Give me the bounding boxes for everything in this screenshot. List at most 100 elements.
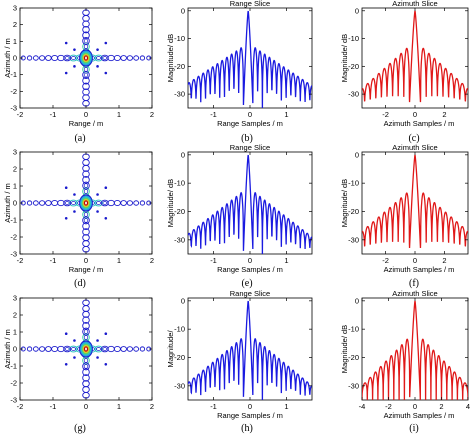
y-tick-label: -20 bbox=[174, 207, 185, 216]
range-sidelobe bbox=[45, 55, 52, 61]
panel-caption: (c) bbox=[408, 133, 419, 144]
range-sidelobe bbox=[133, 55, 140, 61]
y-axis-label: Magnitude/ dB bbox=[166, 179, 175, 227]
y-tick-label: -30 bbox=[174, 381, 185, 390]
x-tick-label: 2 bbox=[442, 256, 446, 265]
main-lobe-contour bbox=[81, 52, 91, 64]
y-tick-label: 1 bbox=[13, 328, 17, 337]
series-line bbox=[188, 10, 312, 108]
series-line bbox=[188, 154, 312, 254]
azimuth-sidelobe bbox=[82, 368, 90, 376]
x-axis-label: Range Samples / m bbox=[217, 119, 283, 128]
x-tick-label: -2 bbox=[385, 402, 392, 411]
x-tick-label: 2 bbox=[150, 256, 154, 265]
y-tick-label: 0 bbox=[13, 54, 17, 63]
x-tick-label: -1 bbox=[210, 256, 217, 265]
range-sidelobe bbox=[69, 199, 78, 207]
x-tick-label: 0 bbox=[248, 110, 252, 119]
range-sidelobe bbox=[63, 54, 72, 62]
range-sidelobe bbox=[32, 200, 39, 206]
range-sidelobe-inner bbox=[71, 56, 76, 60]
azimuth-sidelobe bbox=[82, 170, 90, 178]
azimuth-sidelobe bbox=[82, 76, 90, 85]
cross-sidelobe bbox=[96, 339, 99, 342]
x-tick-label: 1 bbox=[284, 402, 288, 411]
range-sidelobe bbox=[126, 346, 133, 352]
x-tick-label: 0 bbox=[248, 402, 252, 411]
y-tick-label: -1 bbox=[10, 216, 17, 225]
x-tick-label: -1 bbox=[50, 256, 57, 265]
x-tick-label: -2 bbox=[382, 256, 389, 265]
range-sidelobe bbox=[69, 345, 78, 353]
cross-sidelobe bbox=[64, 363, 68, 366]
range-sidelobe bbox=[39, 346, 46, 352]
y-tick-label: 2 bbox=[13, 165, 17, 174]
main-lobe-contour bbox=[80, 195, 92, 211]
y-tick-label: 1 bbox=[13, 37, 17, 46]
peak-center bbox=[84, 200, 88, 206]
chart-title: Azimuth Slice bbox=[392, 143, 437, 152]
range-sidelobe bbox=[26, 55, 33, 61]
range-sidelobe bbox=[120, 346, 127, 352]
main-lobe-contour bbox=[80, 341, 92, 357]
range-sidelobe-inner bbox=[96, 201, 101, 205]
range-sidelobe bbox=[139, 200, 146, 206]
y-tick-label: 0 bbox=[355, 150, 359, 159]
y-tick-label: -3 bbox=[10, 104, 17, 113]
y-tick-label: 0 bbox=[181, 296, 185, 305]
y-tick-label: -1 bbox=[10, 362, 17, 371]
range-sidelobe-inner bbox=[96, 347, 101, 351]
range-sidelobe bbox=[63, 199, 72, 207]
x-tick-label: 4 bbox=[466, 402, 470, 411]
cross-sidelobe bbox=[104, 71, 108, 75]
range-sidelobe bbox=[26, 200, 33, 206]
cross-sidelobe bbox=[64, 41, 68, 45]
y-axis-label: Azimuth / m bbox=[3, 183, 12, 223]
range-sidelobe bbox=[100, 54, 109, 62]
range-sidelobe bbox=[139, 55, 146, 61]
main-lobe-contour bbox=[80, 342, 92, 356]
azimuth-sidelobe bbox=[82, 82, 90, 91]
y-tick-label: 0 bbox=[13, 345, 17, 354]
x-tick-label: -2 bbox=[382, 110, 389, 119]
range-sidelobe bbox=[133, 200, 140, 206]
y-tick-label: 2 bbox=[13, 20, 17, 29]
cross-sidelobe bbox=[96, 48, 99, 51]
cross-sidelobe bbox=[64, 186, 68, 189]
range-sidelobe bbox=[100, 199, 109, 207]
range-sidelobe-inner bbox=[64, 201, 70, 205]
x-axis-label: Azimuth Samples / m bbox=[384, 119, 455, 128]
x-tick-label: -1 bbox=[210, 110, 217, 119]
range-sidelobe bbox=[32, 346, 39, 352]
range-sidelobe bbox=[94, 345, 103, 353]
y-tick-label: 0 bbox=[355, 296, 359, 305]
cross-sidelobe bbox=[104, 186, 108, 189]
range-sidelobe-inner bbox=[102, 56, 108, 60]
cross-sidelobe bbox=[64, 71, 68, 75]
chart-title: Range Slice bbox=[230, 289, 270, 298]
panel-caption: (h) bbox=[241, 423, 253, 434]
y-axis-label: Azimuth / m bbox=[3, 38, 12, 78]
panel-caption: (a) bbox=[74, 133, 85, 144]
y-axis-label: Azimuth / m bbox=[3, 329, 12, 369]
main-lobe-contour bbox=[80, 196, 92, 210]
range-sidelobe bbox=[69, 54, 78, 62]
panel-caption: (e) bbox=[241, 278, 252, 289]
x-tick-label: -2 bbox=[17, 110, 24, 119]
cross-sidelobe bbox=[96, 193, 99, 196]
azimuth-sidelobe bbox=[82, 37, 90, 46]
azimuth-sidelobe bbox=[82, 25, 90, 34]
range-sidelobe bbox=[126, 200, 133, 206]
cross-sidelobe bbox=[64, 332, 68, 336]
x-axis-label: Azimuth Samples / m bbox=[384, 411, 455, 420]
y-axis-label: Magnitude/ dB bbox=[166, 34, 175, 82]
y-tick-label: -10 bbox=[174, 179, 185, 188]
